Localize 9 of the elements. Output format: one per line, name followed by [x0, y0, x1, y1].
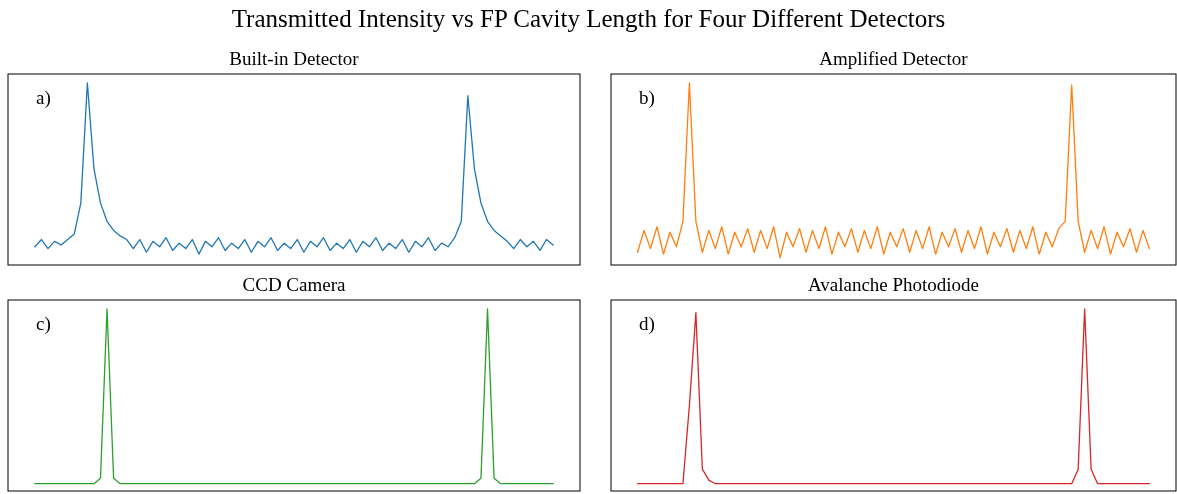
- annotation: c): [36, 313, 51, 335]
- chart-title: Built-in Detector: [229, 48, 360, 69]
- chart-title: CCD Camera: [242, 274, 347, 295]
- chart-title: Amplified Detector: [819, 48, 969, 69]
- text: Transmitted Intensity vs FP Cavity Length for Four Different Detectors: [231, 5, 946, 32]
- chart-title: Avalanche Photodiode: [807, 274, 980, 295]
- annotation: b): [639, 87, 655, 109]
- annotation: a): [36, 87, 51, 109]
- annotation: d): [639, 313, 655, 335]
